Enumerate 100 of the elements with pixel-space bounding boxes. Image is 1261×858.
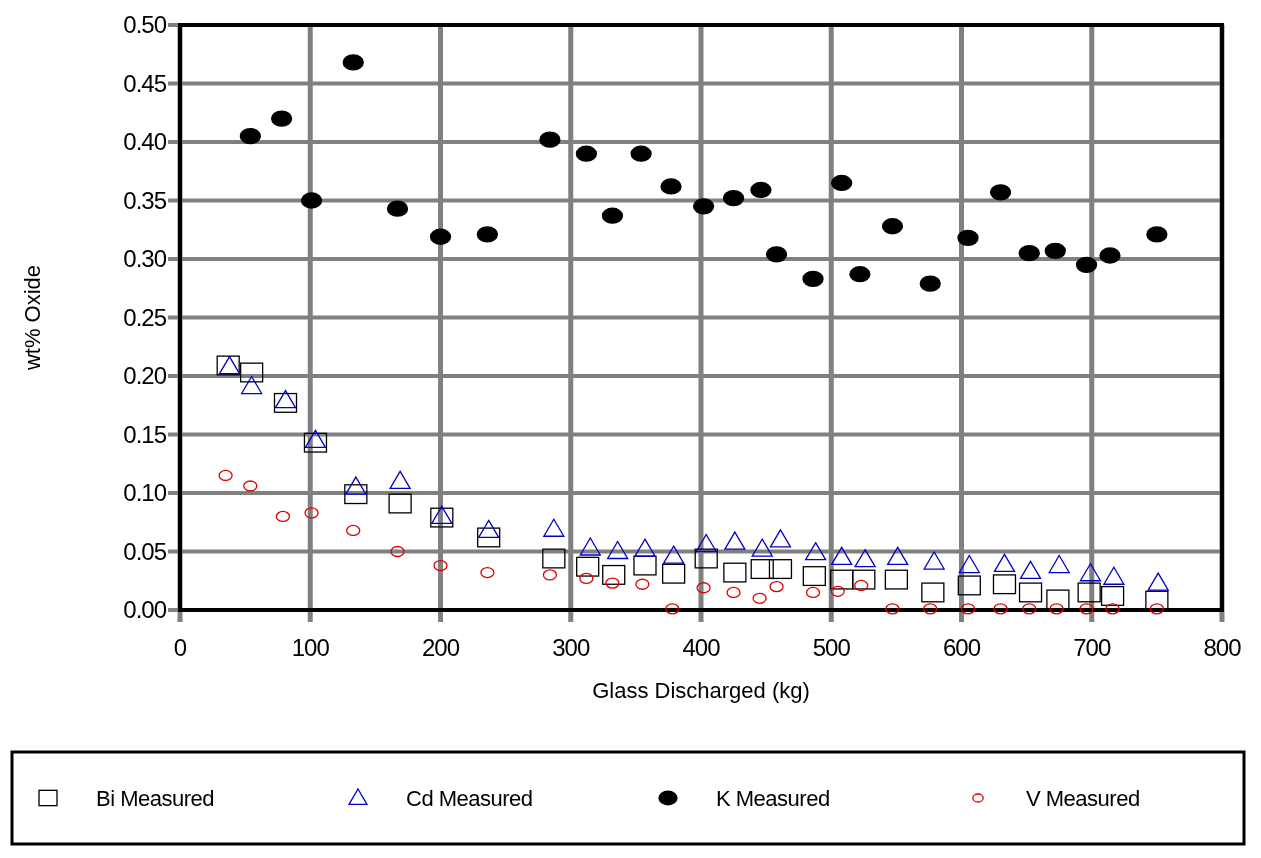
point	[662, 563, 686, 584]
point	[389, 470, 411, 489]
point	[634, 538, 656, 557]
point	[1147, 572, 1169, 591]
point	[722, 190, 745, 207]
point	[881, 218, 904, 235]
point	[921, 582, 945, 603]
point	[805, 586, 821, 599]
point	[695, 533, 717, 553]
point	[804, 542, 827, 561]
point	[885, 603, 900, 615]
point	[579, 537, 601, 556]
point	[694, 548, 718, 569]
point	[724, 531, 746, 550]
point	[1099, 247, 1121, 264]
point	[630, 145, 652, 162]
point	[665, 603, 680, 615]
point	[429, 228, 452, 245]
point	[696, 582, 711, 594]
point	[884, 569, 909, 590]
point	[849, 266, 871, 283]
x-tick-label: 200	[421, 634, 460, 661]
point	[1105, 603, 1120, 615]
point	[478, 519, 500, 539]
point	[386, 200, 409, 217]
point	[769, 580, 784, 593]
point	[1100, 585, 1125, 606]
point	[300, 192, 323, 209]
x-tick-label: 500	[812, 634, 851, 661]
point	[543, 518, 565, 537]
point	[957, 229, 979, 247]
point	[957, 575, 981, 596]
point	[1077, 582, 1101, 603]
point	[344, 484, 368, 505]
point	[1044, 242, 1066, 259]
x-tick-label: 700	[1073, 634, 1111, 661]
point	[831, 174, 853, 192]
point	[239, 128, 261, 145]
point	[919, 275, 941, 292]
y-tick-label: 0.20	[123, 362, 167, 389]
point	[692, 198, 715, 215]
point	[476, 226, 499, 243]
point	[1048, 554, 1070, 574]
point	[1022, 603, 1037, 615]
point	[1018, 582, 1043, 603]
point	[346, 524, 361, 537]
point	[830, 569, 854, 590]
x-tick-label: 100	[291, 634, 330, 661]
point	[663, 545, 685, 564]
point	[769, 529, 792, 548]
y-tick-label: 0.25	[123, 303, 167, 331]
y-tick-label: 0.30	[123, 245, 167, 272]
x-tick-label: 400	[682, 634, 721, 661]
point	[605, 577, 620, 589]
point	[958, 554, 980, 574]
point	[240, 375, 263, 395]
point	[275, 510, 291, 523]
point	[960, 603, 976, 615]
point	[239, 362, 264, 383]
point	[342, 54, 364, 71]
point	[477, 527, 501, 548]
y-tick-label: 0.05	[123, 537, 167, 565]
y-tick-label: 0.15	[123, 420, 167, 448]
point	[989, 184, 1012, 201]
point	[304, 507, 319, 519]
legend-label: Cd Measured	[406, 786, 533, 811]
y-tick-label: 0.10	[123, 479, 167, 506]
point	[887, 546, 909, 565]
x-tick-label: 300	[552, 634, 590, 661]
point	[802, 270, 824, 288]
legend-label: K Measured	[716, 786, 830, 811]
point	[1079, 563, 1102, 582]
point	[765, 246, 788, 263]
point	[433, 559, 448, 572]
point	[635, 578, 650, 590]
legend-label: Bi Measured	[96, 786, 215, 811]
point	[752, 592, 767, 604]
point	[304, 429, 327, 448]
point	[830, 585, 845, 597]
point	[723, 562, 747, 583]
point	[751, 538, 773, 557]
point	[1103, 566, 1125, 585]
point	[1019, 560, 1042, 580]
legend-label: V Measured	[1026, 786, 1140, 811]
point	[726, 586, 741, 599]
x-tick-label: 800	[1203, 634, 1242, 661]
point	[923, 551, 945, 570]
point	[1146, 226, 1168, 243]
x-tick-label: 600	[942, 634, 981, 661]
point	[852, 569, 876, 590]
point	[601, 207, 624, 224]
point	[750, 559, 774, 580]
point	[854, 549, 876, 568]
point	[1149, 603, 1165, 615]
point	[923, 603, 938, 615]
y-tick-label: 0.40	[123, 128, 167, 155]
point	[602, 564, 626, 585]
point	[345, 476, 367, 495]
point	[542, 569, 558, 581]
point	[1049, 603, 1064, 615]
